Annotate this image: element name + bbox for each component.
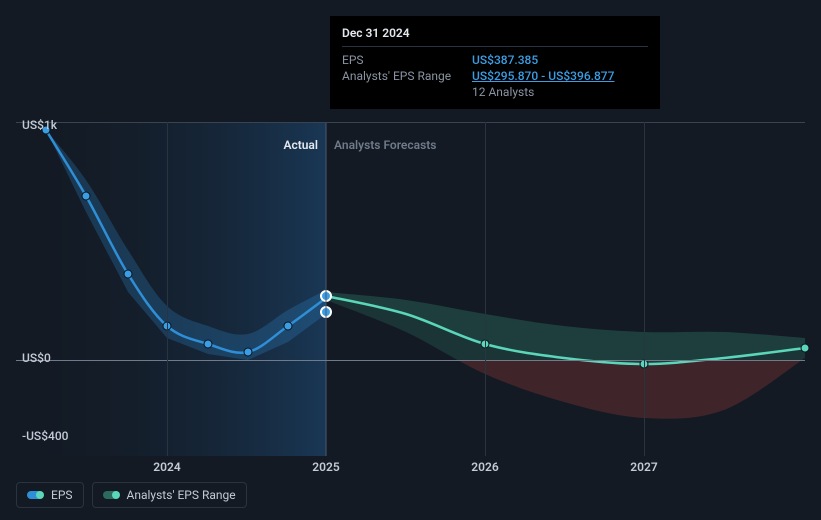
tooltip-value: US$387.385 bbox=[472, 53, 538, 67]
top-gridline bbox=[16, 122, 805, 123]
y-axis-label: US$1k bbox=[22, 118, 57, 132]
tooltip-label: Analysts' EPS Range bbox=[342, 69, 458, 83]
y-axis-label: US$0 bbox=[22, 351, 51, 365]
legend-swatch bbox=[27, 491, 43, 499]
gridline-v bbox=[167, 122, 168, 456]
x-axis-label: 2024 bbox=[153, 460, 180, 474]
chart-tooltip: Dec 31 2024 EPS US$387.385 Analysts' EPS R… bbox=[330, 16, 660, 109]
gridline-v bbox=[485, 122, 486, 456]
tooltip-row: EPS US$387.385 bbox=[342, 53, 648, 67]
tooltip-analyst-count: 12 Analysts bbox=[472, 85, 648, 99]
x-axis-label: 2026 bbox=[471, 460, 498, 474]
plot-area[interactable]: US$1kUS$0-US$400 ActualAnalysts Forecast… bbox=[16, 122, 805, 456]
tooltip-date: Dec 31 2024 bbox=[342, 26, 648, 40]
legend-label: Analysts' EPS Range bbox=[127, 488, 236, 502]
legend-item[interactable]: EPS bbox=[16, 482, 84, 508]
eps-chart: US$1k US$0 -US$400 Actual Analysts Forecast… bbox=[16, 16, 805, 456]
zero-gridline bbox=[16, 360, 805, 361]
chart-svg bbox=[16, 122, 805, 456]
tooltip-label: EPS bbox=[342, 53, 458, 67]
region-label-actual: Actual bbox=[283, 138, 318, 152]
gridline-v bbox=[644, 122, 645, 456]
x-axis-label: 2027 bbox=[630, 460, 657, 474]
tooltip-divider bbox=[342, 46, 648, 47]
region-label-forecast: Analysts Forecasts bbox=[334, 138, 436, 152]
legend-item[interactable]: Analysts' EPS Range bbox=[92, 482, 247, 508]
legend-swatch bbox=[103, 491, 119, 499]
legend: EPS Analysts' EPS Range bbox=[16, 482, 247, 508]
tooltip-row: Analysts' EPS Range US$295.870 - US$396.8… bbox=[342, 69, 648, 83]
x-axis-label: 2025 bbox=[312, 460, 339, 474]
y-axis-label: -US$400 bbox=[22, 429, 68, 443]
legend-label: EPS bbox=[51, 488, 73, 502]
tooltip-value[interactable]: US$295.870 - US$396.877 bbox=[472, 69, 614, 83]
